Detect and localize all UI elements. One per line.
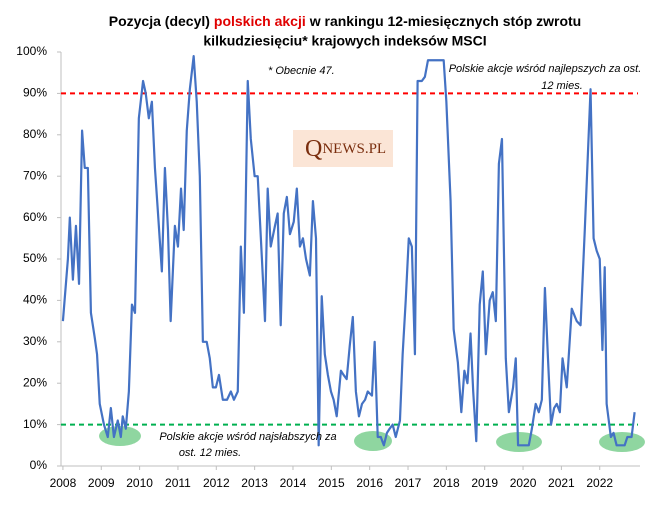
x-tick-label: 2012	[203, 476, 230, 490]
ellipse	[599, 432, 645, 452]
annotation: 12 mies.	[541, 80, 583, 92]
y-tick-label: 100%	[16, 44, 47, 58]
x-tick-label: 2013	[241, 476, 268, 490]
data-line	[61, 55, 636, 447]
x-tick-label: 2015	[318, 476, 345, 490]
chart-title-line2: kilkudziesięciu* krajowych indeksów MSCI	[203, 33, 486, 49]
ellipse	[354, 431, 392, 451]
y-tick-label: 50%	[23, 251, 47, 265]
y-tick-label: 60%	[23, 210, 47, 224]
logo-rest: NEWS.PL	[322, 141, 386, 157]
x-tick-label: 2014	[280, 476, 307, 490]
annotation: Polskie akcje wśród najlepszych za ost.	[449, 63, 642, 75]
annotation: ost. 12 mies.	[179, 447, 241, 459]
title-part: Pozycja (decyl)	[109, 13, 210, 29]
x-tick-label: 2019	[471, 476, 498, 490]
y-tick-label: 80%	[23, 127, 47, 141]
x-tick-label: 2016	[356, 476, 383, 490]
y-tick-label: 20%	[23, 375, 47, 389]
x-tick-label: 2011	[165, 476, 191, 490]
y-tick-label: 40%	[23, 293, 47, 307]
title-part: w rankingu 12-miesięcznych stóp zwrotu	[309, 13, 582, 29]
logo-initial: Q	[305, 136, 322, 162]
x-tick-label: 2010	[126, 476, 153, 490]
x-tick-label: 2020	[510, 476, 537, 490]
x-tick-label: 2021	[548, 476, 575, 490]
annotation: Polskie akcje wśród najsłabszych za	[159, 431, 336, 443]
y-tick-label: 0%	[30, 458, 48, 472]
y-tick-label: 10%	[23, 417, 47, 431]
logo-box	[293, 130, 393, 167]
x-tick-label: 2017	[395, 476, 422, 490]
y-tick-label: 90%	[23, 86, 47, 100]
title-highlight: polskich akcji	[214, 13, 306, 29]
x-tick-label: 2022	[586, 476, 613, 490]
annotation: * Obecnie 47.	[268, 65, 335, 77]
x-tick-label: 2009	[88, 476, 115, 490]
plot-area: 0% 10% 20% 30% 40% 50% 60% 70% 80% 90% 100% 2008 200…	[16, 44, 640, 490]
logo: QNEWS.PL	[305, 136, 386, 162]
y-tick-label: 70%	[23, 168, 47, 182]
y-tick-label: 30%	[23, 334, 47, 348]
chart-title: Pozycja (decyl) polskich akcji w rankingu …	[109, 13, 582, 29]
x-tick-label: 2018	[433, 476, 460, 490]
x-tick-label: 2008	[50, 476, 77, 490]
